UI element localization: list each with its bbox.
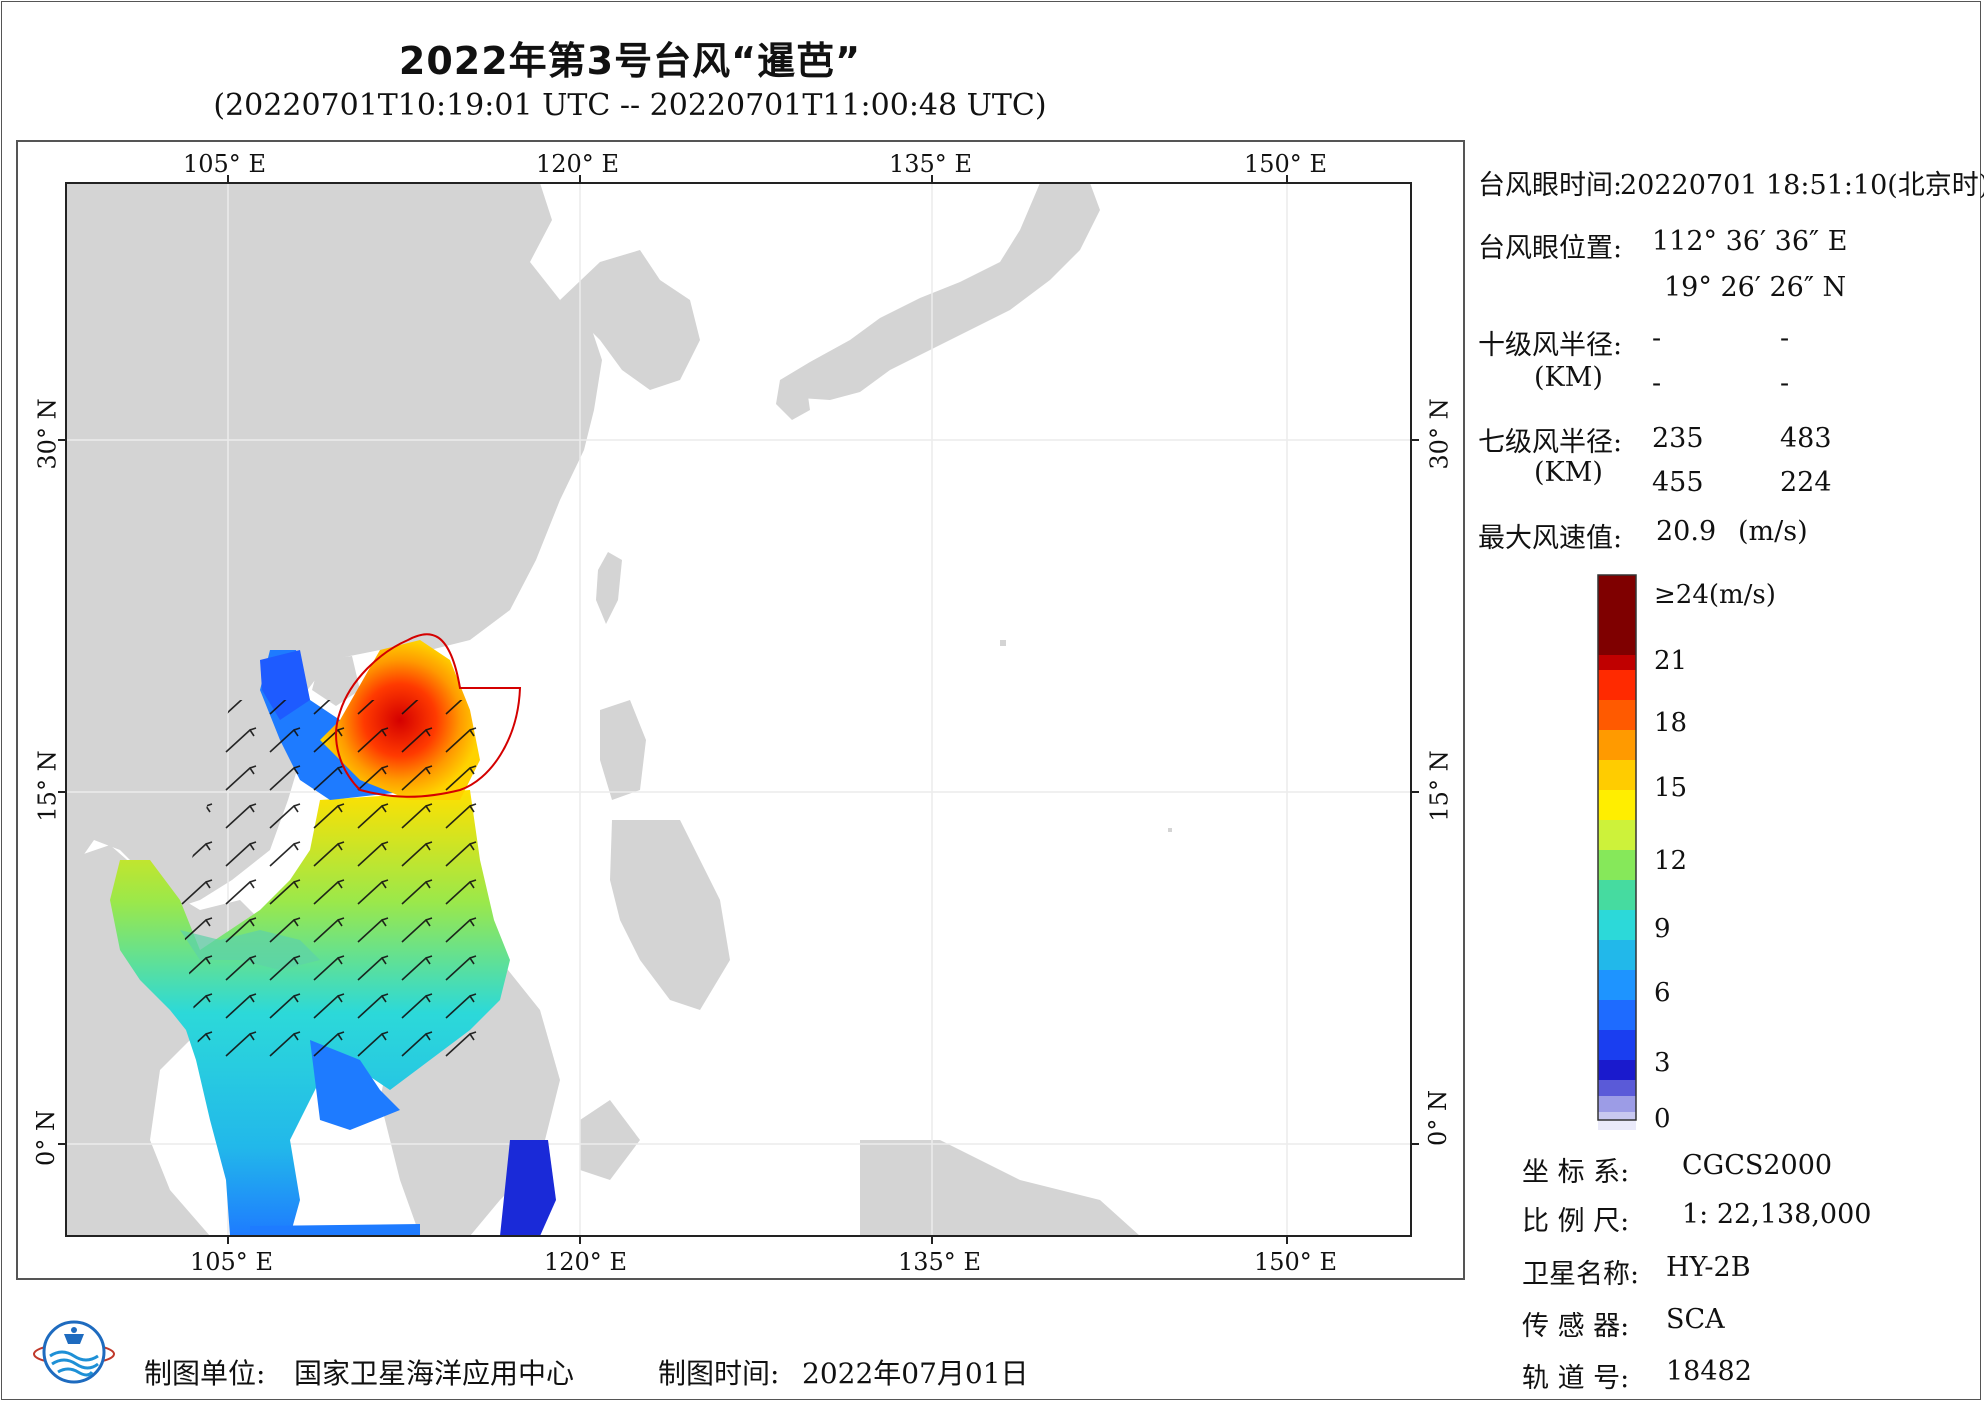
date-label: 制图时间: bbox=[658, 1357, 780, 1390]
sensor-value: SCA bbox=[1666, 1304, 1725, 1335]
eye-lon: 112° 36′ 36″ E bbox=[1652, 226, 1848, 257]
r7-label: 七级风半径: bbox=[1478, 427, 1623, 458]
lon-tick-bottom-150: 150° E bbox=[1254, 1248, 1337, 1276]
r10-se: - bbox=[1780, 323, 1790, 354]
colorbar-label-18: 18 bbox=[1654, 708, 1688, 738]
max-wind-unit: (m/s) bbox=[1738, 516, 1808, 547]
r10-ne: - bbox=[1652, 323, 1662, 354]
lon-tick-top-120: 120° E bbox=[536, 150, 619, 178]
r10-sw: - bbox=[1652, 368, 1662, 399]
wind-swath-bottom bbox=[250, 1224, 420, 1236]
lon-tick-bottom-105: 105° E bbox=[190, 1248, 273, 1276]
orbit-value: 18482 bbox=[1666, 1356, 1752, 1387]
producer-label: 制图单位: bbox=[144, 1357, 266, 1390]
land-korea bbox=[560, 250, 700, 390]
map-area bbox=[66, 183, 1411, 1236]
land-sulawesi bbox=[580, 1100, 640, 1180]
lat-tick-right-0: 0° N bbox=[1423, 1090, 1452, 1146]
colorbar-label-6: 6 bbox=[1654, 978, 1671, 1008]
colorbar bbox=[1597, 574, 1637, 1130]
colorbar-label-3: 3 bbox=[1654, 1048, 1671, 1078]
land-japan bbox=[780, 183, 1100, 400]
map-title: 2022年第3号台风“暹芭” bbox=[398, 39, 862, 83]
lon-tick-bottom-120: 120° E bbox=[544, 1248, 627, 1276]
lat-tick-right-30: 30° N bbox=[1425, 398, 1454, 470]
r7-nw: 224 bbox=[1780, 467, 1832, 498]
colorbar-label-21: 21 bbox=[1654, 646, 1688, 676]
lat-tick-left-30: 30° N bbox=[33, 398, 62, 470]
r7-ne: 235 bbox=[1652, 423, 1704, 454]
wind-swath-borneo bbox=[500, 1140, 556, 1236]
r7-se: 483 bbox=[1780, 423, 1832, 454]
scale-value: 1: 22,138,000 bbox=[1682, 1199, 1872, 1230]
lon-tick-top-135: 135° E bbox=[889, 150, 972, 178]
producer-value: 国家卫星海洋应用中心 bbox=[294, 1357, 575, 1390]
orbit-label: 轨 道 号: bbox=[1522, 1363, 1630, 1394]
scale-label: 比 例 尺: bbox=[1522, 1206, 1630, 1237]
map-frame bbox=[16, 140, 1465, 1280]
r10-label: 十级风半径: bbox=[1478, 330, 1623, 361]
r7-unit: (KM) bbox=[1534, 457, 1603, 488]
colorbar-label-24: ≥24(m/s) bbox=[1654, 580, 1776, 610]
r10-unit: (KM) bbox=[1534, 362, 1603, 393]
colorbar-label-15: 15 bbox=[1654, 773, 1688, 803]
nsoas-logo-icon bbox=[33, 1320, 115, 1384]
eye-time-value: 20220701 18:51:10(北京时) bbox=[1620, 170, 1984, 201]
lon-tick-bottom-135: 135° E bbox=[898, 1248, 981, 1276]
lon-tick-top-105: 105° E bbox=[183, 150, 266, 178]
max-wind-label: 最大风速值: bbox=[1478, 523, 1623, 554]
eye-time-label: 台风眼时间: bbox=[1478, 170, 1623, 201]
crs-value: CGCS2000 bbox=[1682, 1150, 1833, 1181]
r7-sw: 455 bbox=[1652, 467, 1704, 498]
land-taiwan bbox=[596, 552, 622, 624]
lat-tick-right-15: 15° N bbox=[1425, 750, 1454, 822]
wind-swath-south-blue bbox=[310, 1040, 400, 1130]
map-subtitle: (20220701T10:19:01 UTC -- 20220701T11:00… bbox=[213, 88, 1047, 123]
date-value: 2022年07月01日 bbox=[802, 1357, 1029, 1390]
colorbar-label-9: 9 bbox=[1654, 914, 1671, 944]
r10-nw: - bbox=[1780, 368, 1790, 399]
lat-tick-left-0: 0° N bbox=[31, 1110, 60, 1166]
colorbar-label-12: 12 bbox=[1654, 846, 1688, 876]
typhoon-wind-radius bbox=[335, 633, 522, 798]
eye-lat: 19° 26′ 26″ N bbox=[1664, 272, 1847, 303]
land-kyushu bbox=[776, 380, 810, 420]
satellite-label: 卫星名称: bbox=[1522, 1259, 1640, 1290]
land-philippines bbox=[600, 700, 730, 1010]
colorbar-label-0: 0 bbox=[1654, 1104, 1671, 1134]
land-new-guinea bbox=[860, 1140, 1140, 1236]
lon-tick-top-150: 150° E bbox=[1244, 150, 1327, 178]
sensor-label: 传 感 器: bbox=[1522, 1311, 1630, 1342]
lat-tick-left-15: 15° N bbox=[33, 750, 62, 822]
crs-label: 坐 标 系: bbox=[1522, 1157, 1630, 1188]
max-wind-value: 20.9 bbox=[1656, 516, 1717, 547]
land-asia bbox=[66, 183, 602, 910]
satellite-value: HY-2B bbox=[1666, 1252, 1751, 1283]
eye-pos-label: 台风眼位置: bbox=[1478, 233, 1623, 264]
